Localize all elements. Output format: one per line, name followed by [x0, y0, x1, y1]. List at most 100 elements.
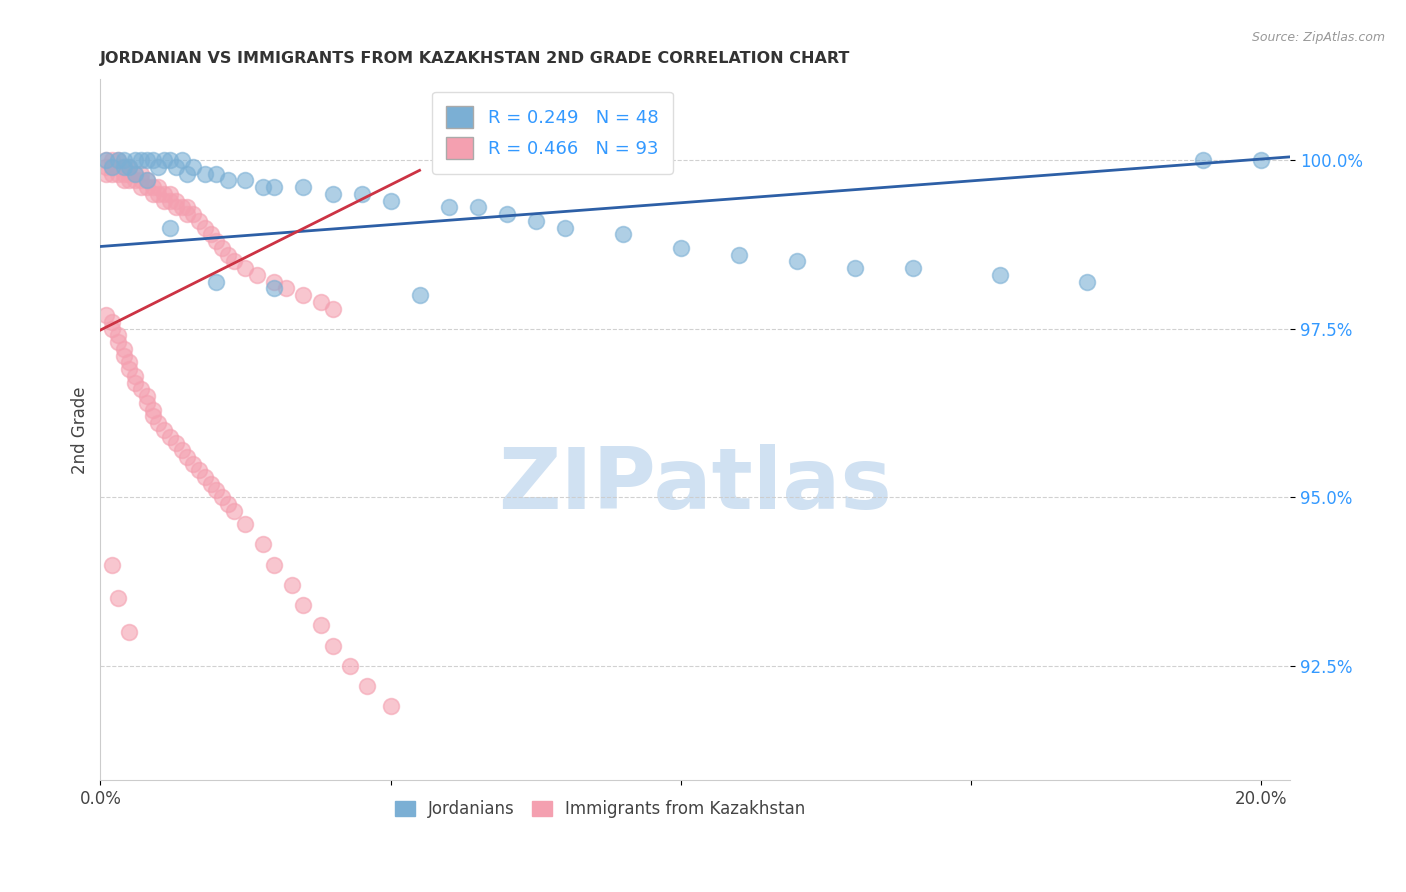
Point [200, 227, 222, 242]
Point [181, 457, 204, 471]
Point [181, 207, 204, 221]
Point [159, 429, 181, 443]
Point [217, 247, 239, 261]
Point [901, 261, 924, 276]
Point [350, 186, 373, 201]
Point [176, 167, 198, 181]
Y-axis label: 2nd Grade: 2nd Grade [72, 386, 89, 474]
Point [135, 173, 157, 187]
Point [1250, 153, 1272, 168]
Point [321, 301, 343, 316]
Point [1192, 153, 1215, 168]
Point [135, 180, 157, 194]
Point [124, 376, 146, 390]
Point [153, 186, 176, 201]
Point [124, 368, 146, 383]
Point [988, 268, 1011, 282]
Point [112, 160, 135, 174]
Point [252, 180, 274, 194]
Point [96, 308, 118, 322]
Point [129, 173, 152, 187]
Point [176, 201, 198, 215]
Point [380, 194, 402, 208]
Point [118, 167, 141, 181]
Point [274, 281, 297, 295]
Point [129, 180, 152, 194]
Point [292, 598, 315, 612]
Point [321, 639, 343, 653]
Point [101, 153, 124, 168]
Point [107, 328, 129, 343]
Point [408, 288, 430, 302]
Point [118, 625, 141, 640]
Point [727, 247, 749, 261]
Point [101, 160, 124, 174]
Point [165, 160, 187, 174]
Point [292, 180, 315, 194]
Point [217, 497, 239, 511]
Point [194, 470, 217, 484]
Point [148, 180, 170, 194]
Point [153, 423, 176, 437]
Point [437, 201, 460, 215]
Point [309, 294, 332, 309]
Point [263, 180, 285, 194]
Point [159, 186, 181, 201]
Point [321, 186, 343, 201]
Point [148, 160, 170, 174]
Point [194, 220, 217, 235]
Point [786, 254, 808, 268]
Text: JORDANIAN VS IMMIGRANTS FROM KAZAKHSTAN 2ND GRADE CORRELATION CHART: JORDANIAN VS IMMIGRANTS FROM KAZAKHSTAN … [100, 51, 851, 66]
Point [101, 322, 124, 336]
Point [96, 167, 118, 181]
Point [380, 699, 402, 714]
Text: ZIPatlas: ZIPatlas [498, 444, 893, 527]
Point [176, 450, 198, 464]
Point [211, 490, 233, 504]
Point [292, 288, 315, 302]
Point [235, 173, 257, 187]
Point [844, 261, 866, 276]
Point [107, 160, 129, 174]
Point [148, 416, 170, 430]
Point [96, 160, 118, 174]
Point [112, 153, 135, 168]
Point [246, 268, 269, 282]
Point [96, 153, 118, 168]
Point [112, 173, 135, 187]
Point [112, 167, 135, 181]
Point [165, 436, 187, 450]
Point [153, 153, 176, 168]
Point [107, 153, 129, 168]
Point [495, 207, 517, 221]
Point [129, 383, 152, 397]
Point [129, 167, 152, 181]
Point [194, 167, 217, 181]
Point [142, 409, 165, 424]
Point [124, 153, 146, 168]
Point [217, 173, 239, 187]
Point [170, 201, 193, 215]
Point [1076, 275, 1098, 289]
Point [124, 167, 146, 181]
Point [188, 214, 211, 228]
Point [112, 160, 135, 174]
Point [142, 186, 165, 201]
Point [263, 275, 285, 289]
Point [188, 463, 211, 477]
Point [124, 173, 146, 187]
Point [101, 315, 124, 329]
Point [112, 342, 135, 356]
Point [281, 578, 304, 592]
Point [118, 362, 141, 376]
Point [142, 402, 165, 417]
Point [170, 153, 193, 168]
Point [118, 160, 141, 174]
Point [356, 679, 378, 693]
Point [107, 591, 129, 606]
Point [176, 207, 198, 221]
Point [124, 167, 146, 181]
Point [263, 558, 285, 572]
Point [135, 153, 157, 168]
Point [170, 443, 193, 458]
